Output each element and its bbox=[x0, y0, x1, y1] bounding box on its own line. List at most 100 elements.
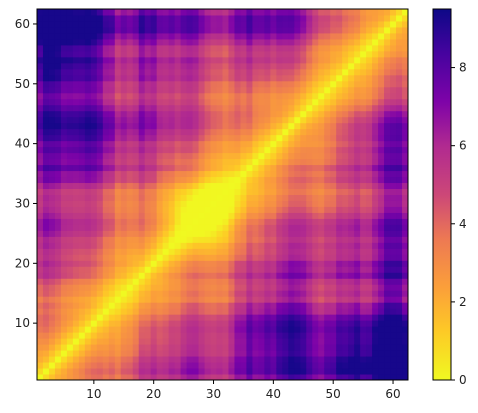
heatmap-cell bbox=[48, 206, 56, 213]
heatmap-cell bbox=[336, 212, 343, 219]
heatmap-cell bbox=[48, 338, 56, 345]
heatmap-cell bbox=[42, 32, 50, 40]
heatmap-cell bbox=[282, 146, 289, 154]
heatmap-cell bbox=[222, 9, 229, 16]
heatmap-cell bbox=[264, 26, 271, 34]
y-tick-label: 50 bbox=[15, 77, 30, 91]
heatmap-cell bbox=[318, 212, 325, 219]
heatmap-cell bbox=[216, 50, 223, 58]
heatmap-cell bbox=[372, 122, 379, 130]
heatmap-cell bbox=[192, 314, 200, 321]
heatmap-cell bbox=[96, 134, 104, 142]
heatmap-cell bbox=[294, 290, 301, 297]
heatmap-cell bbox=[390, 9, 397, 16]
heatmap-cell bbox=[162, 146, 170, 154]
heatmap-cell bbox=[300, 332, 307, 339]
heatmap-cell bbox=[384, 44, 391, 52]
heatmap-cell bbox=[330, 110, 337, 118]
heatmap-cell bbox=[282, 9, 289, 16]
heatmap-cell bbox=[37, 176, 44, 184]
heatmap-cell bbox=[258, 242, 265, 249]
heatmap-cell bbox=[84, 344, 92, 351]
heatmap-cell bbox=[300, 32, 307, 40]
heatmap-cell bbox=[402, 62, 409, 70]
heatmap-cell bbox=[384, 110, 391, 118]
heatmap-cell bbox=[282, 230, 289, 237]
heatmap-cell bbox=[330, 9, 337, 16]
y-tick-label: 60 bbox=[15, 17, 30, 31]
heatmap-cell bbox=[330, 350, 337, 357]
heatmap-cell bbox=[54, 128, 62, 136]
heatmap-cell bbox=[324, 344, 331, 351]
heatmap-cell bbox=[354, 122, 361, 130]
heatmap-cell bbox=[60, 158, 68, 166]
heatmap-cell bbox=[186, 344, 194, 351]
heatmap-cell bbox=[210, 326, 218, 333]
heatmap-cell bbox=[240, 56, 247, 64]
heatmap-cell bbox=[78, 50, 86, 58]
heatmap-cell bbox=[144, 308, 152, 315]
heatmap-cell bbox=[312, 230, 319, 237]
heatmap-cell bbox=[318, 134, 325, 142]
heatmap-cell bbox=[204, 278, 212, 285]
heatmap-cell bbox=[144, 92, 152, 100]
heatmap-cell bbox=[72, 260, 80, 267]
heatmap-cell bbox=[276, 326, 283, 333]
heatmap-cell bbox=[360, 62, 367, 70]
heatmap-cell bbox=[108, 326, 116, 333]
heatmap-cell bbox=[240, 212, 247, 219]
heatmap-cell bbox=[168, 140, 176, 148]
heatmap-cell bbox=[348, 110, 355, 118]
heatmap-cell bbox=[252, 350, 259, 357]
heatmap-cell bbox=[258, 134, 265, 142]
heatmap-cell bbox=[354, 200, 361, 207]
heatmap-cell bbox=[174, 134, 182, 142]
heatmap-cell bbox=[330, 14, 337, 22]
heatmap-cell bbox=[234, 26, 241, 34]
heatmap-cell bbox=[42, 344, 50, 351]
heatmap-cell bbox=[126, 356, 134, 363]
heatmap-cell bbox=[180, 44, 188, 52]
heatmap-cell bbox=[270, 68, 277, 76]
heatmap-cell bbox=[66, 50, 74, 58]
heatmap-cell bbox=[168, 194, 176, 201]
heatmap-cell bbox=[96, 314, 104, 321]
heatmap-cell bbox=[282, 32, 289, 40]
heatmap-cell bbox=[378, 278, 385, 285]
heatmap-cell bbox=[330, 74, 337, 82]
heatmap-cell bbox=[66, 260, 74, 267]
heatmap-cell bbox=[282, 152, 289, 160]
heatmap-cell bbox=[342, 278, 349, 285]
heatmap-cell bbox=[168, 44, 176, 52]
heatmap-cell bbox=[168, 26, 176, 34]
heatmap-cell bbox=[144, 14, 152, 22]
heatmap-cell bbox=[162, 218, 170, 225]
heatmap-cell bbox=[168, 254, 176, 261]
heatmap-cell bbox=[306, 20, 313, 28]
heatmap-cell bbox=[330, 98, 337, 106]
heatmap-cell bbox=[384, 266, 391, 273]
heatmap-cell bbox=[378, 182, 385, 190]
heatmap-cell bbox=[114, 116, 122, 124]
heatmap-cell bbox=[150, 224, 158, 231]
heatmap-cell bbox=[114, 254, 122, 261]
heatmap-cell bbox=[138, 44, 146, 52]
heatmap-cell bbox=[318, 362, 325, 369]
heatmap-cell bbox=[354, 74, 361, 82]
heatmap-cell bbox=[354, 236, 361, 243]
heatmap-cell bbox=[37, 230, 44, 237]
heatmap-cell bbox=[37, 146, 44, 154]
heatmap-cell bbox=[306, 44, 313, 52]
heatmap-cell bbox=[252, 134, 259, 142]
heatmap-cell bbox=[198, 206, 206, 213]
heatmap-cell bbox=[42, 74, 50, 82]
heatmap-cell bbox=[366, 56, 373, 64]
heatmap-cell bbox=[294, 332, 301, 339]
heatmap-cell bbox=[288, 188, 295, 195]
heatmap-cell bbox=[204, 308, 212, 315]
heatmap-cell bbox=[318, 326, 325, 333]
heatmap-cell bbox=[48, 152, 56, 160]
heatmap-cell bbox=[54, 110, 62, 118]
heatmap-cell bbox=[324, 338, 331, 345]
heatmap-cell bbox=[186, 308, 194, 315]
